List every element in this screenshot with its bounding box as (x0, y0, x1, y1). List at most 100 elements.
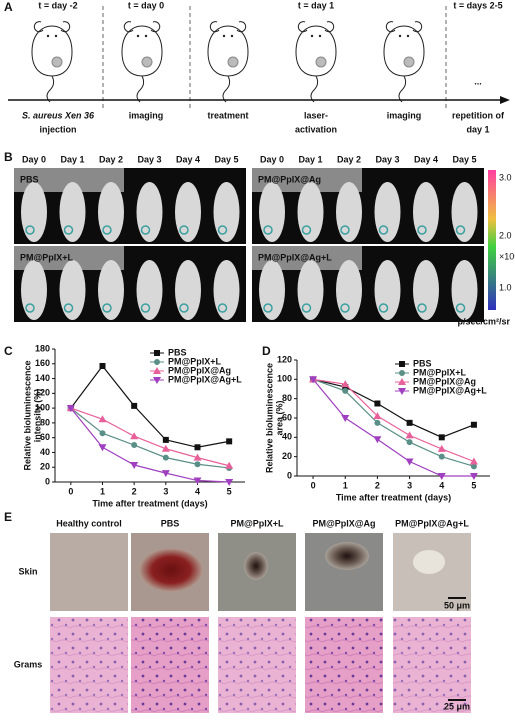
marker (162, 436, 169, 443)
marker (161, 444, 170, 452)
mouse-body (121, 25, 163, 77)
mouse-image (98, 260, 124, 320)
x-axis-label: Time after treatment (days) (92, 498, 207, 508)
mouse-tail (310, 75, 319, 103)
mouse-eye (46, 34, 50, 38)
day-label: Day 0 (22, 154, 46, 164)
mouse-image (98, 182, 124, 242)
x-tick-label: 2 (132, 486, 137, 496)
marker (154, 350, 160, 356)
signal (25, 303, 35, 313)
signal (301, 303, 312, 313)
ellipsis: ... (474, 76, 482, 86)
legend-label: PBS (413, 358, 432, 368)
marker (99, 362, 106, 369)
signal (378, 303, 389, 313)
time-label: t = day 1 (298, 0, 334, 10)
signal (217, 303, 228, 313)
marker (374, 400, 381, 407)
x-tick-label: 4 (195, 486, 200, 496)
marker (406, 419, 413, 426)
group-label: PBS (20, 174, 39, 184)
mouse-image (374, 260, 401, 320)
marker (153, 377, 161, 384)
day-label: Day 1 (298, 154, 322, 164)
y-tick-label: 0 (45, 476, 50, 486)
day-label: Day 3 (375, 154, 399, 164)
mouse-image (175, 260, 201, 320)
mouse-tail (398, 75, 407, 103)
y-tick-label: 40 (40, 447, 50, 457)
y-tick-label: 20 (282, 451, 292, 461)
mouse-body (31, 25, 73, 77)
histology-image (218, 617, 296, 713)
step-label: laser- (304, 110, 328, 120)
marker (193, 453, 202, 461)
mouse-ears (385, 21, 423, 33)
marker (161, 470, 170, 478)
step-label: imaging (387, 110, 422, 120)
series-line (312, 378, 475, 467)
marker (309, 376, 318, 384)
marker (437, 473, 446, 480)
marker (406, 439, 413, 446)
mouse-image (297, 260, 324, 320)
day-label: Day 1 (60, 154, 84, 164)
mouse-body (383, 25, 425, 77)
day-label: Day 3 (137, 154, 161, 164)
signal (378, 225, 389, 235)
marker (341, 380, 350, 388)
row-label: Grams (14, 659, 43, 669)
mouse-image (297, 182, 324, 242)
marker (130, 432, 139, 440)
mouse-eye (398, 34, 402, 38)
marker (398, 388, 406, 395)
mouse-eye (230, 34, 234, 38)
x-tick-label: 2 (375, 480, 380, 490)
panel-letter: D (262, 344, 271, 358)
y-axis-label: Relative bioluminescence (264, 363, 274, 473)
colorbar-tick: 2.0 (499, 230, 512, 240)
series-line (70, 365, 230, 448)
marker (98, 415, 107, 423)
step-label: repetition of (452, 110, 505, 120)
histology-image (393, 617, 471, 713)
panel-letter: B (4, 150, 13, 164)
mouse-image (259, 260, 285, 320)
marker (438, 453, 445, 460)
signal (102, 303, 112, 313)
marker (153, 367, 161, 374)
wound (325, 542, 369, 570)
mouse-image (136, 260, 163, 320)
day-label: Day 5 (214, 154, 238, 164)
marker (226, 438, 233, 445)
legend-label: PBS (168, 347, 187, 357)
signal (340, 303, 350, 313)
legend-label: PM@PpIX@Ag (168, 365, 231, 375)
mouse-image (336, 260, 362, 320)
marker (131, 442, 138, 449)
colorbar (488, 170, 496, 310)
wound (139, 548, 203, 592)
marker (194, 461, 201, 468)
mouse-ears (209, 21, 247, 33)
x-tick-label: 1 (343, 480, 348, 490)
step-label: imaging (129, 110, 164, 120)
x-tick-label: 5 (227, 486, 232, 496)
series-line (70, 407, 230, 483)
x-axis-label: Time after treatment (days) (336, 492, 451, 502)
marker (399, 370, 405, 376)
marker (99, 430, 106, 437)
marker (469, 457, 478, 465)
marker (469, 473, 478, 480)
mouse-image (451, 260, 478, 320)
column-label: PM@PpIX+L (230, 518, 284, 528)
marker (437, 444, 446, 452)
colorbar-unit: p/sec/cm²/sr (457, 316, 510, 326)
mouse-image (413, 182, 439, 242)
mouse-image (21, 260, 47, 320)
signal (179, 225, 189, 235)
column-label: Healthy control (56, 518, 122, 528)
signal (217, 225, 228, 235)
